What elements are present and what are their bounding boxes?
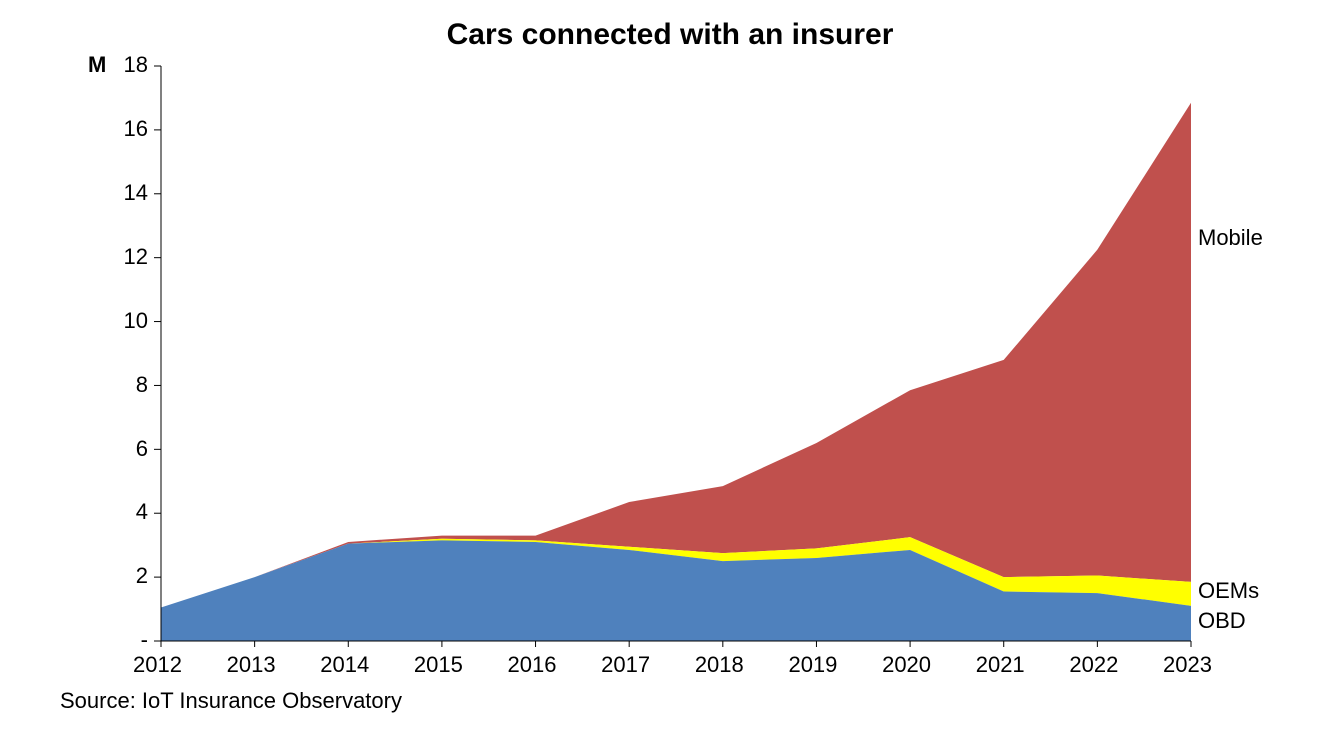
x-tick-label: 2019 bbox=[788, 652, 837, 678]
x-tick-label: 2020 bbox=[882, 652, 931, 678]
y-tick-label: 2 bbox=[136, 563, 148, 589]
chart-title: Cars connected with an insurer bbox=[0, 18, 1340, 52]
series-label-obd: OBD bbox=[1198, 608, 1246, 634]
area-mobile bbox=[161, 103, 1191, 608]
x-tick-label: 2013 bbox=[227, 652, 276, 678]
x-tick-label: 2023 bbox=[1163, 652, 1212, 678]
x-tick-label: 2021 bbox=[976, 652, 1025, 678]
y-tick-label: 12 bbox=[124, 244, 148, 270]
y-tick-label: 10 bbox=[124, 308, 148, 334]
y-tick-label: 6 bbox=[136, 436, 148, 462]
y-tick-label: - bbox=[141, 627, 148, 653]
x-tick-label: 2018 bbox=[695, 652, 744, 678]
x-tick-label: 2022 bbox=[1069, 652, 1118, 678]
y-tick-label: 4 bbox=[136, 499, 148, 525]
chart-container: Cars connected with an insurer M - 2 4 6 8 10… bbox=[0, 0, 1340, 750]
x-tick-label: 2015 bbox=[414, 652, 463, 678]
series-label-oems: OEMs bbox=[1198, 578, 1259, 604]
x-tick-label: 2016 bbox=[508, 652, 557, 678]
y-tick-label: 16 bbox=[124, 116, 148, 142]
y-axis-unit-label: M bbox=[88, 52, 106, 78]
source-label: Source: IoT Insurance Observatory bbox=[60, 688, 402, 714]
chart-plot bbox=[160, 65, 1192, 642]
x-tick-label: 2012 bbox=[133, 652, 182, 678]
x-tick-label: 2017 bbox=[601, 652, 650, 678]
y-tick-label: 14 bbox=[124, 180, 148, 206]
x-tick-label: 2014 bbox=[320, 652, 369, 678]
y-tick-label: 18 bbox=[124, 52, 148, 78]
series-label-mobile: Mobile bbox=[1198, 225, 1263, 251]
y-tick-label: 8 bbox=[136, 372, 148, 398]
